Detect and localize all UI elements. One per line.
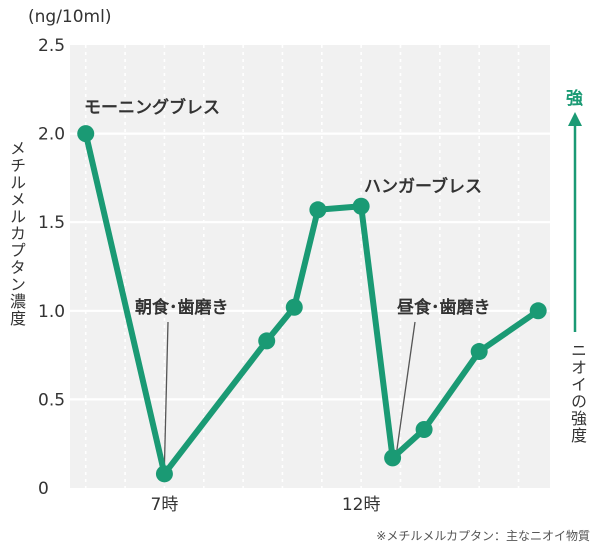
data-point xyxy=(258,332,276,350)
intensity-strong-label: 強 xyxy=(566,89,583,109)
annotation-morning-breath: モーニングブレス xyxy=(84,97,220,118)
annotation-leaders xyxy=(163,321,416,466)
y-tick-label: 2.0 xyxy=(38,125,65,145)
annotation-breakfast: 朝食･歯磨き xyxy=(135,297,229,318)
x-ticks: 7時 12時 xyxy=(151,495,381,515)
footnote: ※メチルメルカプタン：主なニオイ物質 xyxy=(376,528,590,543)
data-point xyxy=(155,465,173,483)
data-points xyxy=(77,125,547,483)
data-point xyxy=(77,125,95,143)
data-point xyxy=(352,197,370,215)
annotation-lunch: 昼食･歯磨き xyxy=(397,297,491,318)
intensity-caption: ニオイの強度 xyxy=(568,342,587,444)
y-tick-label: 0.5 xyxy=(38,390,65,410)
data-point xyxy=(384,449,402,467)
data-point xyxy=(529,302,547,320)
y-tick-label: 1.5 xyxy=(38,213,65,233)
y-tick-label: 0 xyxy=(38,479,49,499)
series-line xyxy=(82,130,542,477)
data-point xyxy=(309,201,327,219)
data-point xyxy=(285,298,303,316)
y-tick-label: 1.0 xyxy=(38,302,65,322)
annotation-hunger-breath: ハンガーブレス xyxy=(364,176,482,197)
y-tick-label: 2.5 xyxy=(38,36,65,56)
x-tick-label: 7時 xyxy=(151,495,179,515)
y-ticks: 2.5 2.0 1.5 1.0 0.5 0 xyxy=(38,36,65,499)
leader-lunch xyxy=(395,321,416,452)
right-axis xyxy=(568,112,582,332)
intensity-arrow-head xyxy=(568,112,582,126)
x-tick-label: 12時 xyxy=(342,495,381,515)
leader-breakfast xyxy=(163,321,169,466)
y-axis-label: メチルメルカプタン濃度 xyxy=(7,140,26,327)
data-point xyxy=(415,421,433,439)
unit-label: (ng/10ml) xyxy=(28,7,111,27)
data-point xyxy=(470,343,488,361)
